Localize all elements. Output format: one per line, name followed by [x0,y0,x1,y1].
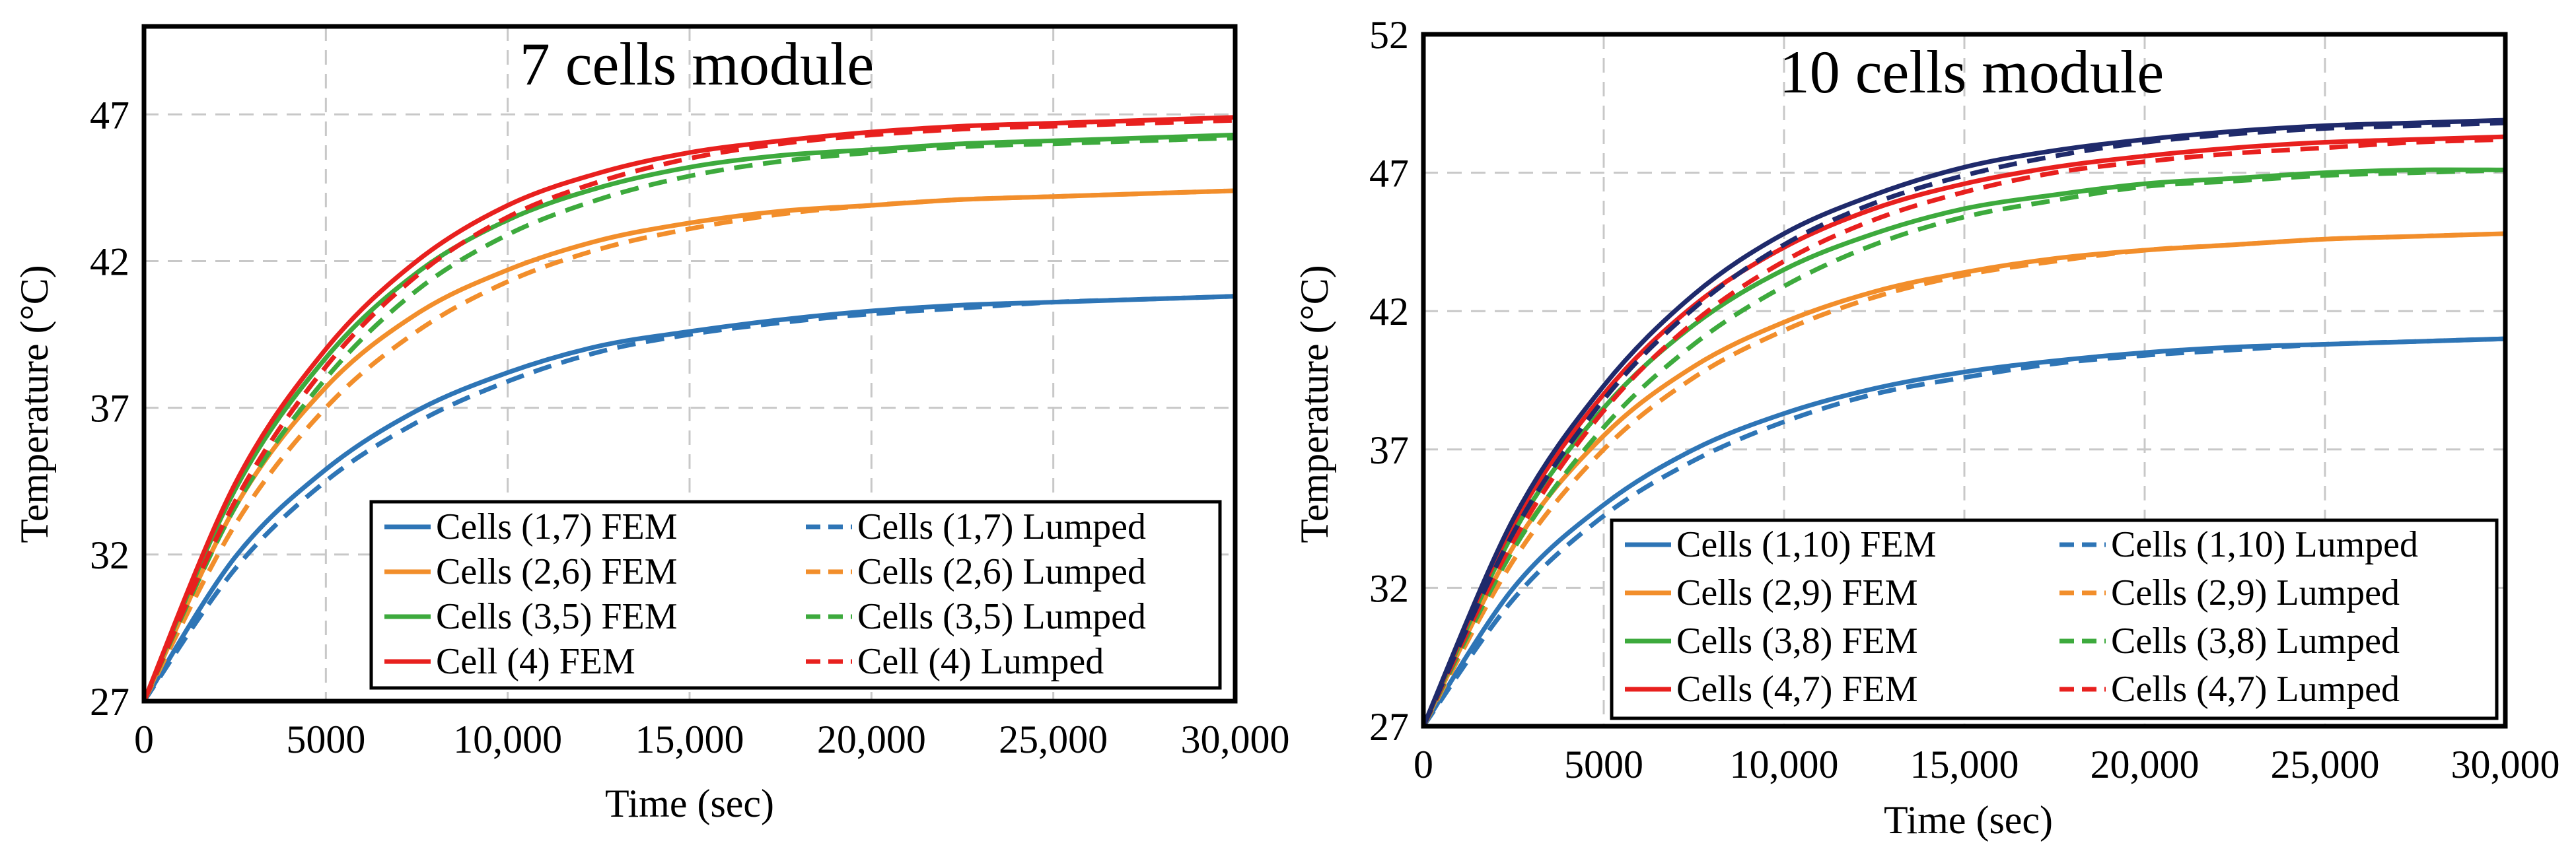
plot-frame [141,24,1238,704]
y-tick-label: 32 [90,533,129,577]
x-tick-label: 20,000 [2091,743,2200,786]
series-line [141,135,1236,702]
x-tick-label: 0 [134,718,154,761]
legend-entry: Cells (3,5) FEM [436,596,678,637]
x-tick-label: 10,000 [1730,743,1839,786]
y-tick-labels: 27 32 37 42 47 52 [1369,13,1409,749]
legend-entry: Cells (3,8) FEM [1676,621,1918,662]
legend: Cells (1,7) FEM Cells (2,6) FEM Cells (3… [369,500,1222,690]
y-tick-label: 27 [90,680,129,724]
series-line [141,115,1236,702]
y-tick-label: 37 [1369,428,1409,472]
legend-entry: Cells (1,10) Lumped [2111,524,2418,565]
series-line [141,118,1236,702]
x-tick-labels: 0 5000 10,000 15,000 20,000 25,000 30,000 [1413,743,2560,786]
x-tick-label: 0 [1413,743,1433,786]
series-line [141,188,1236,702]
legend-box [369,500,1222,690]
x-tick-label: 10,000 [453,718,562,761]
x-tick-label: 15,000 [1910,743,2019,786]
x-axis-label: Time (sec) [605,782,774,825]
x-tick-label: 15,000 [635,718,744,761]
y-axis-label: Temperature (°C) [13,265,56,543]
legend-entry: Cells (1,7) FEM [436,506,678,547]
x-tick-label: 30,000 [1181,718,1290,761]
legend-entry: Cells (2,9) FEM [1676,572,1918,613]
y-tick-label: 37 [90,387,129,430]
series-line [1421,118,2506,728]
legend-entry: Cells (1,7) Lumped [857,506,1146,547]
plot-frame [1421,32,2508,729]
series-line [1421,231,2506,728]
legend-entry: Cells (4,7) Lumped [2111,669,2400,710]
series-line [1421,120,2506,728]
series-line [1421,336,2506,728]
series-line [142,294,1236,702]
legend-entry: Cells (1,10) FEM [1676,524,1937,565]
legend-entry: Cells (4,7) FEM [1676,669,1918,710]
x-tick-label: 30,000 [2451,743,2560,786]
x-axis-label: Time (sec) [1884,798,2053,842]
x-tick-label: 25,000 [2271,743,2380,786]
series-line [1421,134,2506,728]
legend-entry: Cell (4) Lumped [857,641,1104,682]
x-tick-label: 20,000 [817,718,926,761]
series-line [1421,167,2506,728]
legend-entry: Cells (2,6) Lumped [857,551,1146,592]
legend-entry: Cells (2,6) FEM [436,551,678,592]
series-line [141,132,1236,702]
chart-7-cells: 27 32 37 42 47 0 5000 10,000 15,000 20,000 25,000… [13,24,1290,825]
y-tick-label: 42 [90,240,129,283]
y-tick-labels: 27 32 37 42 47 [90,93,129,724]
chart-title: 10 cells module [1779,38,2165,106]
y-tick-label: 47 [90,93,129,137]
legend-entry: Cells (2,9) Lumped [2111,572,2400,613]
legend: Cells (1,10) FEM Cells (2,9) FEM Cells (… [1610,518,2499,720]
series-lines [1421,118,2506,728]
y-tick-label: 52 [1369,13,1409,57]
legend-entry: Cell (4) FEM [436,641,635,682]
x-tick-label: 5000 [1564,743,1643,786]
legend-entry: Cells (3,5) Lumped [857,596,1146,637]
x-tick-label: 25,000 [999,718,1108,761]
y-tick-label: 27 [1369,705,1409,749]
legend-box [1610,518,2499,720]
series-line [142,294,1236,702]
x-tick-labels: 0 5000 10,000 15,000 20,000 25,000 30,000 [134,718,1290,761]
chart-10-cells: 27 32 37 42 47 52 0 5000 10,000 15,000 20,000 25,0… [1293,13,2560,842]
y-axis-label: Temperature (°C) [1293,265,1336,543]
series-line [1421,137,2506,728]
x-tick-label: 5000 [286,718,365,761]
chart-title: 7 cells module [520,30,875,98]
y-tick-label: 47 [1369,152,1409,195]
y-tick-label: 32 [1369,566,1409,610]
legend-entry: Cells (3,8) Lumped [2111,621,2400,662]
series-lines [141,115,1236,702]
y-tick-label: 42 [1369,290,1409,333]
